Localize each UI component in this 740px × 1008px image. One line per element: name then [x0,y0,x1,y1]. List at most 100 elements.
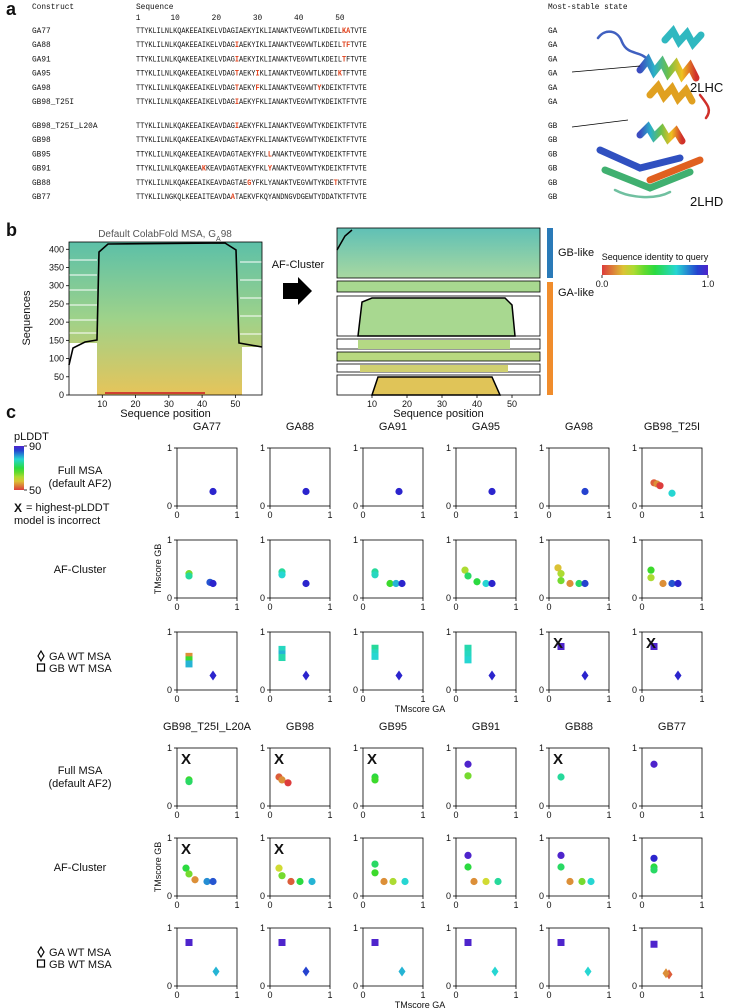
y-tick-label: 0 [260,501,265,511]
y-tick-label: 0 [260,981,265,991]
point-square [650,940,658,948]
construct-name: GB77 [32,194,51,202]
point [386,579,394,588]
point [659,579,667,588]
plot-frame [362,631,424,691]
point [647,574,655,582]
stable-state: GB [548,166,558,174]
x-tick-label: 0 [360,602,365,612]
y-tick-label: 1 [632,743,637,753]
x-tick-label: 1 [606,900,611,910]
x-tick-label: 0 [453,510,458,520]
x-tick-label: 0 [267,694,272,704]
x-tick-label: 1 [327,900,332,910]
position-label: 50 [335,15,345,23]
stable-state: GA [548,99,558,107]
row-label: AF-Cluster [54,564,107,576]
point-diamond [584,966,592,977]
cluster-bar [547,228,553,278]
y-tick-label: 1 [167,743,172,753]
sequence: TTYKLILNLKQAKEEAIKELVDAGIAEKYFKLIANAKTVE… [136,99,367,107]
plot-frame [68,241,263,396]
point-square [464,644,472,652]
y-tick-label: 1 [539,743,544,753]
y-tick-label: 1 [260,535,265,545]
legend-tick-label: 50 [29,485,41,497]
construct-name: GB98 [32,137,51,145]
x-tick-label: 0 [267,810,272,820]
plot-frame [362,927,424,987]
x-axis-label: Sequence position [120,408,211,420]
point [278,872,286,880]
y-tick-label: 0 [353,593,358,603]
point [494,877,502,886]
strand [596,146,684,172]
x-tick-label: 1 [234,510,239,520]
point [581,487,589,496]
sequence: TTYKLILNLKQAKEEAIKELVDAGTAEKYFKLIANAKTVE… [136,85,367,93]
point-square [557,939,565,946]
point-square [185,939,193,946]
x-tick-label: 1 [420,990,425,1000]
stable-state: GB [548,194,558,202]
point [398,579,406,588]
panel-label: b [6,220,17,240]
point [389,877,397,886]
point [464,863,472,871]
x-tick-label: 1 [606,694,611,704]
point-diamond [488,670,496,681]
coverage-outline [336,229,353,251]
x-tick-label: 0 [267,510,272,520]
y-tick-label: 300 [49,281,64,291]
panel-label: a [6,0,17,19]
y-tick-label: 0 [446,593,451,603]
point [185,870,193,878]
coil [698,93,711,120]
y-tick-label: 1 [632,627,637,637]
point [380,877,388,886]
y-tick-label: 1 [353,743,358,753]
row-label: GB WT MSA [49,663,112,675]
point [488,487,496,496]
row-label: (default AF2) [49,478,112,490]
mutation: L [268,151,272,159]
plot-frame [362,747,424,807]
flag: X [646,635,656,652]
x-tick-label: 1 [513,694,518,704]
cluster-label: GB-like [558,247,594,259]
y-tick-label: 1 [167,923,172,933]
x-tick-label: 0 [174,694,179,704]
y-tick-label: 1 [260,443,265,453]
y-tick-label: 0 [167,685,172,695]
point [482,579,490,588]
y-tick-label: 1 [632,833,637,843]
point-diamond [302,966,310,977]
y-tick-label: 1 [446,923,451,933]
point [464,772,472,780]
x-tick-label: 1 [420,694,425,704]
plot-title: GB88 [565,721,593,733]
column-header: Most-stable state [548,4,628,12]
y-tick-label: 1 [539,443,544,453]
column-header: Sequence [136,4,174,12]
y-axis-label: Sequences [21,290,33,346]
mutation: T [235,71,239,79]
x-tick-label: 0 [639,810,644,820]
y-tick-label: 1 [260,923,265,933]
cluster-box [336,227,541,279]
legend-square [36,959,46,968]
row-label: Full MSA [58,465,103,477]
plot-title: GA95 [472,421,500,433]
x-tick-label: 10 [367,399,377,409]
x-tick-label: 1 [513,510,518,520]
plot-frame [176,539,238,599]
x-tick-label: 0 [174,602,179,612]
x-tick-label: 1 [327,990,332,1000]
y-tick-label: 0 [632,501,637,511]
position-label: 40 [294,15,304,23]
msa-heatmap [68,241,263,396]
colorbar-title: Sequence identity to query [602,252,709,262]
legend-diamond [37,945,45,959]
x-tick-label: 0 [453,900,458,910]
